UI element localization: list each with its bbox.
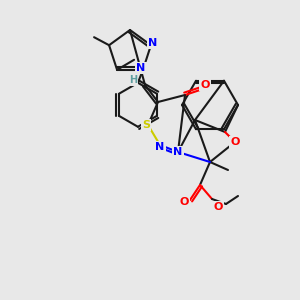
Text: H: H — [129, 75, 137, 85]
Text: O: O — [213, 202, 223, 212]
Text: N: N — [173, 147, 183, 157]
Text: S: S — [142, 120, 150, 130]
Text: O: O — [200, 80, 210, 90]
Text: N: N — [136, 63, 146, 73]
Text: N: N — [155, 142, 165, 152]
Text: N: N — [148, 38, 158, 48]
Text: O: O — [230, 137, 240, 147]
Text: O: O — [179, 197, 189, 207]
